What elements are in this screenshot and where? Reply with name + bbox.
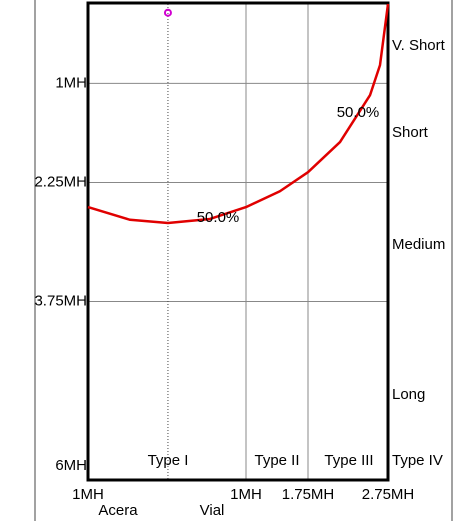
marker-point	[163, 8, 172, 17]
x-tick-label: 1.75MH	[282, 486, 335, 503]
x-tick-label: 1MH	[230, 486, 262, 503]
type-label: Type III	[324, 452, 373, 469]
percent-label: 50.0%	[197, 209, 240, 226]
range-label: V. Short	[392, 37, 446, 54]
range-label: Long	[392, 386, 425, 403]
bottom-label: Acera	[98, 502, 138, 519]
bottom-label: Vial	[200, 502, 225, 519]
y-tick-label: 3.75MH	[34, 292, 87, 309]
type-label: Type IV	[392, 452, 443, 469]
range-label: Short	[392, 124, 429, 141]
x-tick-label: 2.75MH	[362, 486, 415, 503]
percent-label: 50.0%	[337, 104, 380, 121]
y-tick-label: 1MH	[55, 74, 87, 91]
type-label: Type II	[254, 452, 299, 469]
curve	[87, 3, 390, 225]
x-tick-label: 1MH	[72, 486, 104, 503]
y-tick-label: 2.25MH	[34, 173, 87, 190]
y-tick-label: 6MH	[55, 457, 87, 474]
plot-frame	[86, 1, 390, 482]
range-label: Medium	[392, 236, 445, 253]
type-label: Type I	[148, 452, 189, 469]
